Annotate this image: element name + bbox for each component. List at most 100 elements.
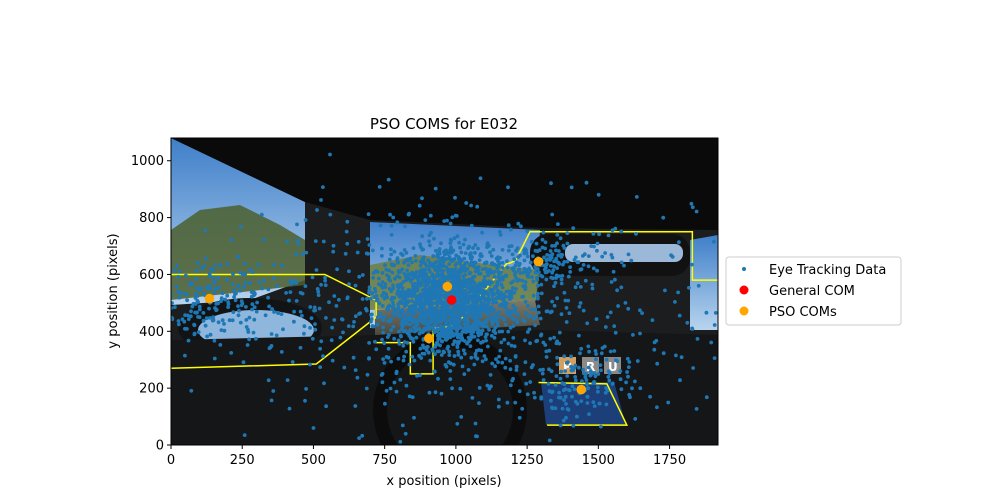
eye-tracking-point xyxy=(457,240,461,245)
eye-tracking-point xyxy=(554,276,558,280)
eye-tracking-point xyxy=(599,368,603,373)
eye-tracking-point xyxy=(564,402,568,406)
eye-tracking-point xyxy=(387,303,392,308)
eye-tracking-point xyxy=(380,280,385,284)
eye-tracking-point xyxy=(595,248,599,253)
eye-tracking-point xyxy=(480,296,485,301)
eye-tracking-point xyxy=(484,357,488,362)
eye-tracking-point xyxy=(454,302,459,306)
eye-tracking-point xyxy=(554,341,559,346)
eye-tracking-point xyxy=(499,340,504,345)
eye-tracking-point xyxy=(559,277,564,282)
eye-tracking-point xyxy=(493,364,497,369)
eye-tracking-point xyxy=(513,311,518,315)
eye-tracking-point xyxy=(497,329,502,334)
eye-tracking-point xyxy=(433,274,438,279)
eye-tracking-point xyxy=(434,305,439,310)
eye-tracking-point xyxy=(712,323,717,327)
eye-tracking-point xyxy=(252,317,257,322)
eye-tracking-point xyxy=(251,330,256,335)
eye-tracking-point xyxy=(550,389,555,394)
legend: Eye Tracking Data General COM PSO COMs xyxy=(725,256,902,326)
eye-tracking-point xyxy=(197,307,202,312)
eye-tracking-point xyxy=(624,380,628,385)
eye-tracking-point xyxy=(290,360,295,364)
eye-tracking-point xyxy=(357,312,361,316)
y-tick-label: 400 xyxy=(139,325,164,340)
eye-tracking-point xyxy=(595,241,600,246)
eye-tracking-point xyxy=(189,309,193,314)
eye-tracking-point xyxy=(481,324,486,329)
eye-tracking-point xyxy=(469,284,473,289)
eye-tracking-point xyxy=(456,349,461,354)
eye-tracking-point xyxy=(512,272,517,277)
eye-tracking-point xyxy=(430,347,435,352)
eye-tracking-point xyxy=(538,368,543,372)
eye-tracking-point xyxy=(569,185,574,190)
eye-tracking-point xyxy=(391,324,396,329)
eye-tracking-point xyxy=(619,285,624,290)
eye-tracking-point xyxy=(563,394,568,399)
eye-tracking-point xyxy=(426,345,430,349)
eye-tracking-point xyxy=(212,290,217,295)
eye-tracking-point xyxy=(524,251,529,256)
eye-tracking-point xyxy=(476,338,480,343)
eye-tracking-point xyxy=(486,273,490,278)
eye-tracking-point xyxy=(432,308,436,313)
eye-tracking-point xyxy=(485,241,490,246)
eye-tracking-point xyxy=(542,267,547,272)
eye-tracking-point xyxy=(547,269,551,273)
eye-tracking-point xyxy=(321,239,326,244)
eye-tracking-point xyxy=(211,275,215,280)
eye-tracking-point xyxy=(471,300,476,305)
eye-tracking-point xyxy=(198,288,203,292)
eye-tracking-point xyxy=(579,399,584,403)
eye-tracking-point xyxy=(457,257,461,261)
eye-tracking-point xyxy=(338,335,343,340)
eye-tracking-point xyxy=(483,278,487,283)
eye-tracking-point xyxy=(442,219,447,224)
eye-tracking-point xyxy=(677,240,681,245)
eye-tracking-point xyxy=(398,439,403,444)
eye-tracking-point xyxy=(552,259,556,264)
eye-tracking-point xyxy=(543,246,547,251)
eye-tracking-point xyxy=(486,311,491,316)
eye-tracking-point xyxy=(631,333,635,337)
eye-tracking-point xyxy=(605,315,610,319)
eye-tracking-point xyxy=(690,205,695,210)
eye-tracking-point xyxy=(652,347,657,352)
eye-tracking-point xyxy=(520,406,525,411)
eye-tracking-point xyxy=(539,395,544,399)
eye-tracking-point xyxy=(437,273,442,278)
eye-tracking-point xyxy=(534,241,539,246)
eye-tracking-point xyxy=(475,286,479,291)
eye-tracking-point xyxy=(373,339,377,344)
eye-tracking-point xyxy=(246,327,250,332)
eye-tracking-point xyxy=(523,338,527,343)
eye-tracking-point xyxy=(171,301,174,305)
eye-tracking-point xyxy=(467,271,472,276)
eye-tracking-point xyxy=(401,318,405,322)
eye-tracking-point xyxy=(443,328,448,332)
eye-tracking-point xyxy=(414,259,418,263)
eye-tracking-point xyxy=(472,362,477,367)
eye-tracking-point xyxy=(571,226,576,231)
eye-tracking-point xyxy=(452,312,456,317)
eye-tracking-point xyxy=(596,389,600,394)
eye-tracking-point xyxy=(380,293,384,298)
eye-tracking-point xyxy=(262,278,266,283)
eye-tracking-point xyxy=(280,263,284,268)
eye-tracking-point xyxy=(610,228,615,233)
eye-tracking-point xyxy=(663,288,667,293)
eye-tracking-point xyxy=(216,285,221,290)
legend-label-eye-tracking: Eye Tracking Data xyxy=(769,263,886,278)
eye-tracking-point xyxy=(450,272,454,276)
eye-tracking-point xyxy=(405,268,409,273)
eye-tracking-point xyxy=(524,381,529,386)
eye-tracking-point xyxy=(530,275,534,280)
eye-tracking-point xyxy=(374,298,379,303)
eye-tracking-point xyxy=(203,323,208,328)
eye-tracking-point xyxy=(241,272,245,277)
eye-tracking-point xyxy=(589,369,593,374)
eye-tracking-point xyxy=(171,306,174,310)
